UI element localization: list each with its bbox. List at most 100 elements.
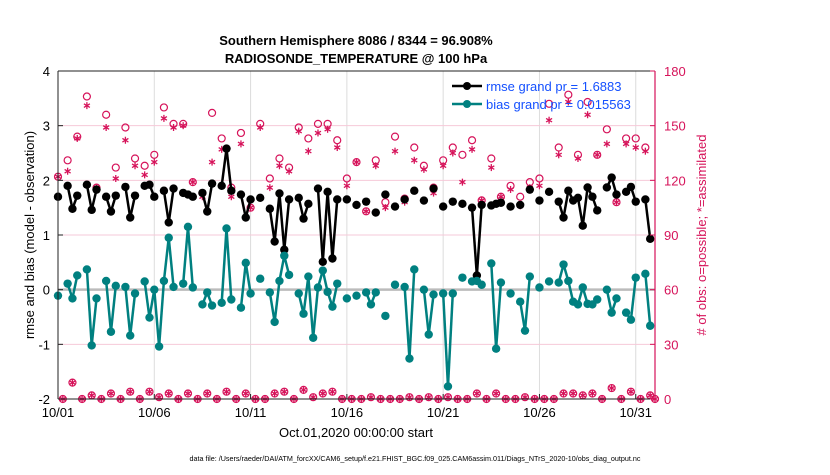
- y-axis-label-left: rmse and bias (model - observation): [22, 131, 37, 339]
- bias-point: [381, 311, 390, 321]
- asterisk-stroke: [88, 392, 96, 398]
- asterisk-stroke: [468, 146, 476, 152]
- obs-possible-marker: [159, 103, 169, 112]
- rmse-point: [342, 195, 352, 204]
- asterisk-stroke: [632, 145, 640, 150]
- bias-point: [207, 301, 217, 310]
- bias-point: [419, 285, 429, 294]
- y-tick-label-right: 30: [664, 337, 678, 352]
- rmse-point: [145, 180, 154, 189]
- obs-assimilated-marker: [584, 111, 591, 119]
- bias-segment: [629, 277, 637, 320]
- asterisk-stroke: [122, 137, 129, 143]
- obs-assimilated-marker: [589, 390, 596, 398]
- bias-point: [68, 294, 77, 303]
- bias-point: [361, 288, 371, 297]
- obs-assimilated-marker: [391, 147, 399, 155]
- bias-segment: [273, 280, 281, 323]
- obs-assimilated-marker: [155, 393, 163, 401]
- bias-point: [308, 333, 318, 342]
- bias-point: [106, 327, 116, 336]
- bias-point: [506, 289, 515, 298]
- y-tick-label-right: 150: [664, 119, 686, 134]
- asterisk-stroke: [473, 391, 481, 396]
- obs-assimilated-marker: [622, 140, 630, 148]
- bias-point: [246, 289, 255, 298]
- asterisk-stroke: [276, 163, 283, 169]
- asterisk-stroke: [305, 148, 312, 154]
- rmse-point: [645, 234, 655, 244]
- obs-possible-marker: [458, 150, 467, 159]
- bias-segment: [422, 289, 430, 335]
- bias-point: [515, 297, 525, 306]
- rmse-segment: [268, 208, 276, 242]
- bias-point: [612, 294, 621, 303]
- obs-assimilated-marker: [88, 391, 96, 399]
- x-tick-label: 10/06: [138, 405, 171, 420]
- x-tick-label: 10/11: [235, 405, 267, 420]
- bias-point: [578, 283, 587, 292]
- obs-assimilated-marker: [333, 144, 341, 152]
- asterisk-stroke: [73, 136, 81, 141]
- rmse-point: [419, 196, 429, 205]
- obs-possible-marker: [236, 128, 246, 138]
- x-tick-label: 10/01: [42, 405, 75, 420]
- y-tick-label-right: 180: [664, 64, 686, 79]
- obs-assimilated-marker: [449, 149, 457, 157]
- obs-assimilated-marker: [276, 162, 283, 170]
- rmse-point: [525, 185, 535, 194]
- bias-point: [621, 308, 631, 317]
- y-tick-label-right: 60: [664, 283, 678, 298]
- obs-assimilated-marker: [184, 390, 192, 398]
- x-tick-label: 10/16: [331, 405, 364, 420]
- rmse-segment: [283, 199, 291, 250]
- obs-assimilated-marker: [545, 116, 553, 124]
- rmse-segment: [124, 186, 132, 218]
- obs-assimilated-marker: [574, 154, 582, 162]
- obs-assimilated-marker: [459, 178, 466, 186]
- obs-assimilated-marker: [343, 182, 351, 190]
- rmse-point: [535, 196, 544, 205]
- rmse-segment: [562, 190, 570, 218]
- bias-point: [169, 282, 178, 292]
- asterisk-stroke: [271, 391, 278, 396]
- rmse-point: [63, 181, 72, 190]
- bias-segment: [167, 237, 175, 288]
- bias-point: [525, 272, 535, 281]
- asterisk-stroke: [497, 194, 505, 200]
- obs-possible-marker: [516, 192, 525, 201]
- asterisk-stroke: [459, 179, 466, 185]
- bias-point: [443, 382, 453, 391]
- bias-segment: [268, 292, 276, 323]
- rmse-segment: [326, 191, 334, 259]
- obs-assimilated-marker: [141, 171, 148, 179]
- rmse-point: [477, 200, 486, 210]
- y-tick-label-right: 0: [664, 392, 671, 407]
- bias-point: [270, 317, 279, 327]
- asterisk-stroke: [492, 391, 500, 396]
- x-axis-label: Oct.01,2020 00:00:00 start: [279, 425, 433, 440]
- grid: [57, 71, 655, 399]
- bias-segment: [490, 263, 498, 349]
- obs-assimilated-marker: [314, 129, 322, 137]
- rmse-point: [554, 197, 563, 206]
- asterisk-stroke: [382, 205, 389, 211]
- bias-point: [241, 258, 250, 268]
- obs-possible-marker: [544, 99, 554, 108]
- bias-point: [342, 294, 352, 303]
- bias-segment: [90, 298, 98, 346]
- obs-possible-marker: [554, 143, 563, 152]
- obs-possible-marker: [467, 136, 477, 145]
- rmse-point: [593, 206, 602, 215]
- y-tick-label-left: -2: [38, 392, 50, 407]
- asterisk-stroke: [593, 152, 601, 158]
- obs-assimilated-marker: [131, 162, 139, 170]
- bias-point: [429, 290, 438, 299]
- bias-segment: [181, 226, 190, 284]
- obs-assimilated-marker: [309, 393, 317, 401]
- rmse-point: [246, 195, 255, 204]
- obs-assimilated-marker: [324, 125, 331, 133]
- obs-assimilated-marker: [203, 390, 211, 398]
- bias-point: [183, 222, 193, 231]
- rmse-point: [352, 200, 361, 210]
